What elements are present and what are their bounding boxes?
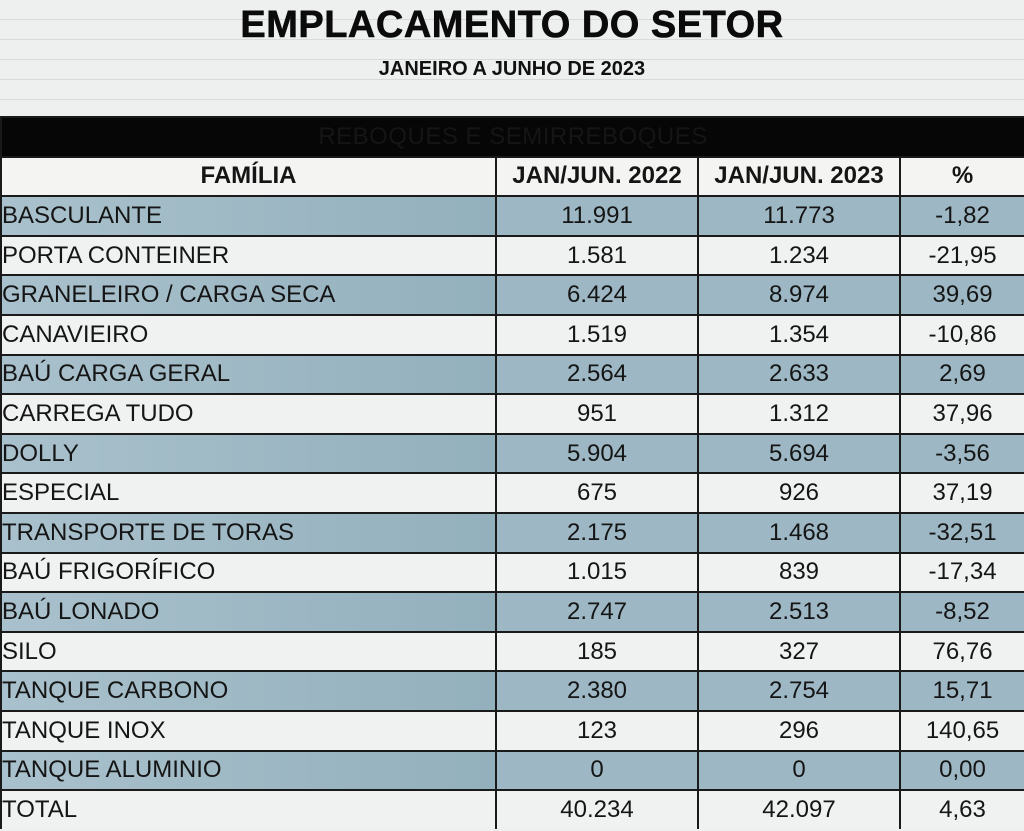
familia-cell: TANQUE CARBONO [0, 670, 497, 712]
table-row: TANQUE ALUMINIO 0 0 0,00 [0, 749, 1024, 792]
value-2023-cell: 5.694 [697, 432, 901, 475]
table-row: DOLLY 5.904 5.694 -3,56 [0, 432, 1024, 475]
table-row: TANQUE CARBONO 2.380 2.754 15,71 [0, 670, 1024, 712]
percent-cell: 15,71 [898, 670, 1024, 712]
familia-cell: DOLLY [0, 432, 497, 475]
section-title: REBOQUES E SEMIRREBOQUES [0, 116, 1024, 158]
total-row: TOTAL 40.234 42.097 4,63 [0, 789, 1024, 829]
value-2023-cell: 296 [697, 709, 901, 752]
registration-table: REBOQUES E SEMIRREBOQUES FAMÍLIA JAN/JUN… [0, 116, 1024, 829]
percent-cell: -3,56 [898, 432, 1024, 475]
value-2023-cell: 2.633 [697, 353, 901, 396]
percent-cell: -17,34 [898, 551, 1024, 594]
table-row: BAÚ FRIGORÍFICO 1.015 839 -17,34 [0, 551, 1024, 594]
percent-cell: -8,52 [898, 591, 1024, 633]
table-row: CARREGA TUDO 951 1.312 37,96 [0, 393, 1024, 435]
value-2023-cell: 327 [697, 630, 901, 673]
header-jan-jun-2023: JAN/JUN. 2023 [697, 155, 901, 198]
percent-cell: 140,65 [898, 709, 1024, 752]
value-2022-cell: 2.380 [495, 670, 699, 712]
familia-cell: SILO [0, 630, 497, 673]
page-title: EMPLACAMENTO DO SETOR [240, 4, 784, 47]
familia-cell: PORTA CONTEINER [0, 234, 497, 277]
table-row: TRANSPORTE DE TORAS 2.175 1.468 -32,51 [0, 511, 1024, 554]
familia-cell: BAÚ FRIGORÍFICO [0, 551, 497, 594]
percent-cell: -32,51 [898, 511, 1024, 554]
table-row: BASCULANTE 11.991 11.773 -1,82 [0, 195, 1024, 237]
table-row: ESPECIAL 675 926 37,19 [0, 472, 1024, 514]
percent-cell: -1,82 [898, 195, 1024, 237]
value-2023-cell: 1.468 [697, 511, 901, 554]
value-2022-cell: 185 [495, 630, 699, 673]
table-row: BAÚ LONADO 2.747 2.513 -8,52 [0, 591, 1024, 633]
percent-cell: 37,19 [898, 472, 1024, 514]
header-jan-jun-2022: JAN/JUN. 2022 [495, 155, 699, 198]
page-subtitle: JANEIRO A JUNHO DE 2023 [378, 58, 646, 80]
familia-cell: BAÚ LONADO [0, 591, 497, 633]
value-2023-cell: 1.354 [697, 313, 901, 356]
value-2023-cell: 2.754 [697, 670, 901, 712]
table-row: PORTA CONTEINER 1.581 1.234 -21,95 [0, 234, 1024, 277]
value-2022-cell: 675 [495, 472, 699, 514]
familia-cell: GRANELEIRO / CARGA SECA [0, 274, 497, 316]
total-2023: 42.097 [697, 789, 901, 829]
percent-cell: 0,00 [898, 749, 1024, 792]
familia-cell: TRANSPORTE DE TORAS [0, 511, 497, 554]
value-2022-cell: 1.015 [495, 551, 699, 594]
header-familia: FAMÍLIA [0, 155, 497, 198]
value-2022-cell: 1.581 [495, 234, 699, 277]
familia-cell: TANQUE INOX [0, 709, 497, 752]
value-2023-cell: 839 [697, 551, 901, 594]
percent-cell: 76,76 [898, 630, 1024, 673]
familia-cell: CARREGA TUDO [0, 393, 497, 435]
percent-cell: 39,69 [898, 274, 1024, 316]
header-row: FAMÍLIA JAN/JUN. 2022 JAN/JUN. 2023 % [0, 155, 1024, 198]
value-2022-cell: 2.175 [495, 511, 699, 554]
value-2022-cell: 6.424 [495, 274, 699, 316]
section-band: REBOQUES E SEMIRREBOQUES [0, 116, 1024, 158]
value-2022-cell: 123 [495, 709, 699, 752]
value-2022-cell: 1.519 [495, 313, 699, 356]
percent-cell: 2,69 [898, 353, 1024, 396]
value-2022-cell: 951 [495, 393, 699, 435]
value-2023-cell: 926 [697, 472, 901, 514]
value-2022-cell: 2.564 [495, 353, 699, 396]
familia-cell: CANAVIEIRO [0, 313, 497, 356]
table-row: TANQUE INOX 123 296 140,65 [0, 709, 1024, 752]
total-2022: 40.234 [495, 789, 699, 829]
value-2022-cell: 5.904 [495, 432, 699, 475]
table-row: BAÚ CARGA GERAL 2.564 2.633 2,69 [0, 353, 1024, 396]
total-percent: 4,63 [898, 789, 1024, 829]
value-2022-cell: 0 [495, 749, 699, 792]
table-row: GRANELEIRO / CARGA SECA 6.424 8.974 39,69 [0, 274, 1024, 316]
familia-cell: TANQUE ALUMINIO [0, 749, 497, 792]
total-label: TOTAL [0, 789, 497, 829]
percent-cell: -10,86 [898, 313, 1024, 356]
value-2023-cell: 8.974 [697, 274, 901, 316]
value-2023-cell: 1.234 [697, 234, 901, 277]
percent-cell: -21,95 [898, 234, 1024, 277]
familia-cell: BASCULANTE [0, 195, 497, 237]
value-2023-cell: 11.773 [697, 195, 901, 237]
table-row: SILO 185 327 76,76 [0, 630, 1024, 673]
percent-cell: 37,96 [898, 393, 1024, 435]
value-2022-cell: 2.747 [495, 591, 699, 633]
familia-cell: BAÚ CARGA GERAL [0, 353, 497, 396]
value-2023-cell: 2.513 [697, 591, 901, 633]
value-2023-cell: 0 [697, 749, 901, 792]
header-percent: % [898, 155, 1024, 198]
value-2023-cell: 1.312 [697, 393, 901, 435]
value-2022-cell: 11.991 [495, 195, 699, 237]
familia-cell: ESPECIAL [0, 472, 497, 514]
table-row: CANAVIEIRO 1.519 1.354 -10,86 [0, 313, 1024, 356]
